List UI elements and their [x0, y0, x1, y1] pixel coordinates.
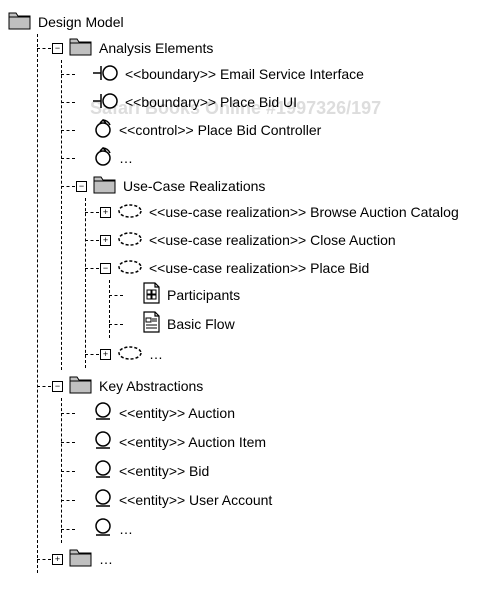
node-label: … [119, 521, 133, 537]
expand-toggle[interactable]: + [100, 235, 111, 246]
toggle-spacer [124, 318, 135, 329]
oval-dash-icon [117, 203, 143, 222]
tree-row[interactable]: − <<use-case realization>> Place Bid [80, 256, 492, 280]
tree-row[interactable]: … [56, 146, 492, 170]
node-label: <<use-case realization>> Place Bid [149, 260, 369, 276]
tree-row[interactable]: <<entity>> Bid [56, 458, 492, 483]
tree-row[interactable]: <<boundary>> Place Bid UI [56, 90, 492, 114]
toggle-spacer [76, 407, 87, 418]
node-label: <<entity>> Bid [119, 463, 209, 479]
expand-toggle[interactable]: + [52, 554, 63, 565]
toggle-spacer [76, 523, 87, 534]
node-label: … [119, 150, 133, 166]
node-label: <<use-case realization>> Close Auction [149, 232, 396, 248]
collapse-toggle[interactable]: − [76, 181, 87, 192]
tree-row[interactable]: <<boundary>> Email Service Interface [56, 62, 492, 86]
oval-dash-icon [117, 345, 143, 364]
node-label: <<entity>> Auction Item [119, 434, 266, 450]
tree-root: Design Model − Analysis Elements <<bounda… [8, 8, 492, 575]
doc-grid-icon [141, 282, 161, 307]
tree-row[interactable]: + … [80, 342, 492, 366]
circle-lolli-icon [93, 91, 119, 114]
collapse-toggle[interactable]: − [100, 263, 111, 274]
circle-arrow-icon [93, 147, 113, 170]
circle-arrow-icon [93, 119, 113, 142]
circle-line-icon [93, 429, 113, 454]
tree-row[interactable]: − Use-Case Realizations [56, 174, 492, 198]
node-label: Participants [167, 287, 240, 303]
node-label: Design Model [38, 14, 124, 30]
tree-row[interactable]: − Key Abstractions [32, 374, 492, 398]
folder-icon [8, 11, 32, 34]
node-label: … [99, 551, 113, 567]
circle-lolli-icon [93, 63, 119, 86]
toggle-spacer [124, 289, 135, 300]
oval-dash-icon [117, 259, 143, 278]
node-label: <<boundary>> Place Bid UI [125, 94, 297, 110]
toggle-spacer [76, 436, 87, 447]
tree-row[interactable]: <<entity>> Auction Item [56, 429, 492, 454]
node-label: Basic Flow [167, 316, 235, 332]
tree-row[interactable]: − Analysis Elements [32, 36, 492, 60]
toggle-spacer [76, 69, 87, 80]
tree-row[interactable]: … [56, 516, 492, 541]
node-label: Use-Case Realizations [123, 178, 265, 194]
tree-row[interactable]: <<control>> Place Bid Controller [56, 118, 492, 142]
tree-row[interactable]: Design Model [8, 10, 492, 34]
tree-row[interactable]: <<entity>> User Account [56, 487, 492, 512]
expand-toggle[interactable]: + [100, 207, 111, 218]
node-label: <<entity>> Auction [119, 405, 235, 421]
node-label: Analysis Elements [99, 40, 213, 56]
circle-line-icon [93, 400, 113, 425]
tree-row[interactable]: + … [32, 547, 492, 571]
toggle-spacer [76, 465, 87, 476]
circle-line-icon [93, 516, 113, 541]
node-label: Key Abstractions [99, 378, 203, 394]
node-label: <<use-case realization>> Browse Auction … [149, 204, 459, 220]
tree-row[interactable]: <<entity>> Auction [56, 400, 492, 425]
oval-dash-icon [117, 231, 143, 250]
toggle-spacer [76, 97, 87, 108]
expand-toggle[interactable]: + [100, 349, 111, 360]
doc-lines-icon [141, 311, 161, 336]
toggle-spacer [76, 125, 87, 136]
tree-row[interactable]: + <<use-case realization>> Browse Auctio… [80, 200, 492, 224]
folder-icon [69, 375, 93, 398]
circle-line-icon [93, 487, 113, 512]
toggle-spacer [76, 494, 87, 505]
toggle-spacer [76, 153, 87, 164]
tree-row[interactable]: Participants [104, 282, 492, 307]
node-label: <<entity>> User Account [119, 492, 272, 508]
folder-icon [69, 37, 93, 60]
node-label: <<boundary>> Email Service Interface [125, 66, 364, 82]
collapse-toggle[interactable]: − [52, 381, 63, 392]
node-label: … [149, 346, 163, 362]
circle-line-icon [93, 458, 113, 483]
folder-icon [93, 175, 117, 198]
tree-row[interactable]: Basic Flow [104, 311, 492, 336]
node-label: <<control>> Place Bid Controller [119, 122, 321, 138]
collapse-toggle[interactable]: − [52, 43, 63, 54]
tree-row[interactable]: + <<use-case realization>> Close Auction [80, 228, 492, 252]
folder-icon [69, 548, 93, 571]
